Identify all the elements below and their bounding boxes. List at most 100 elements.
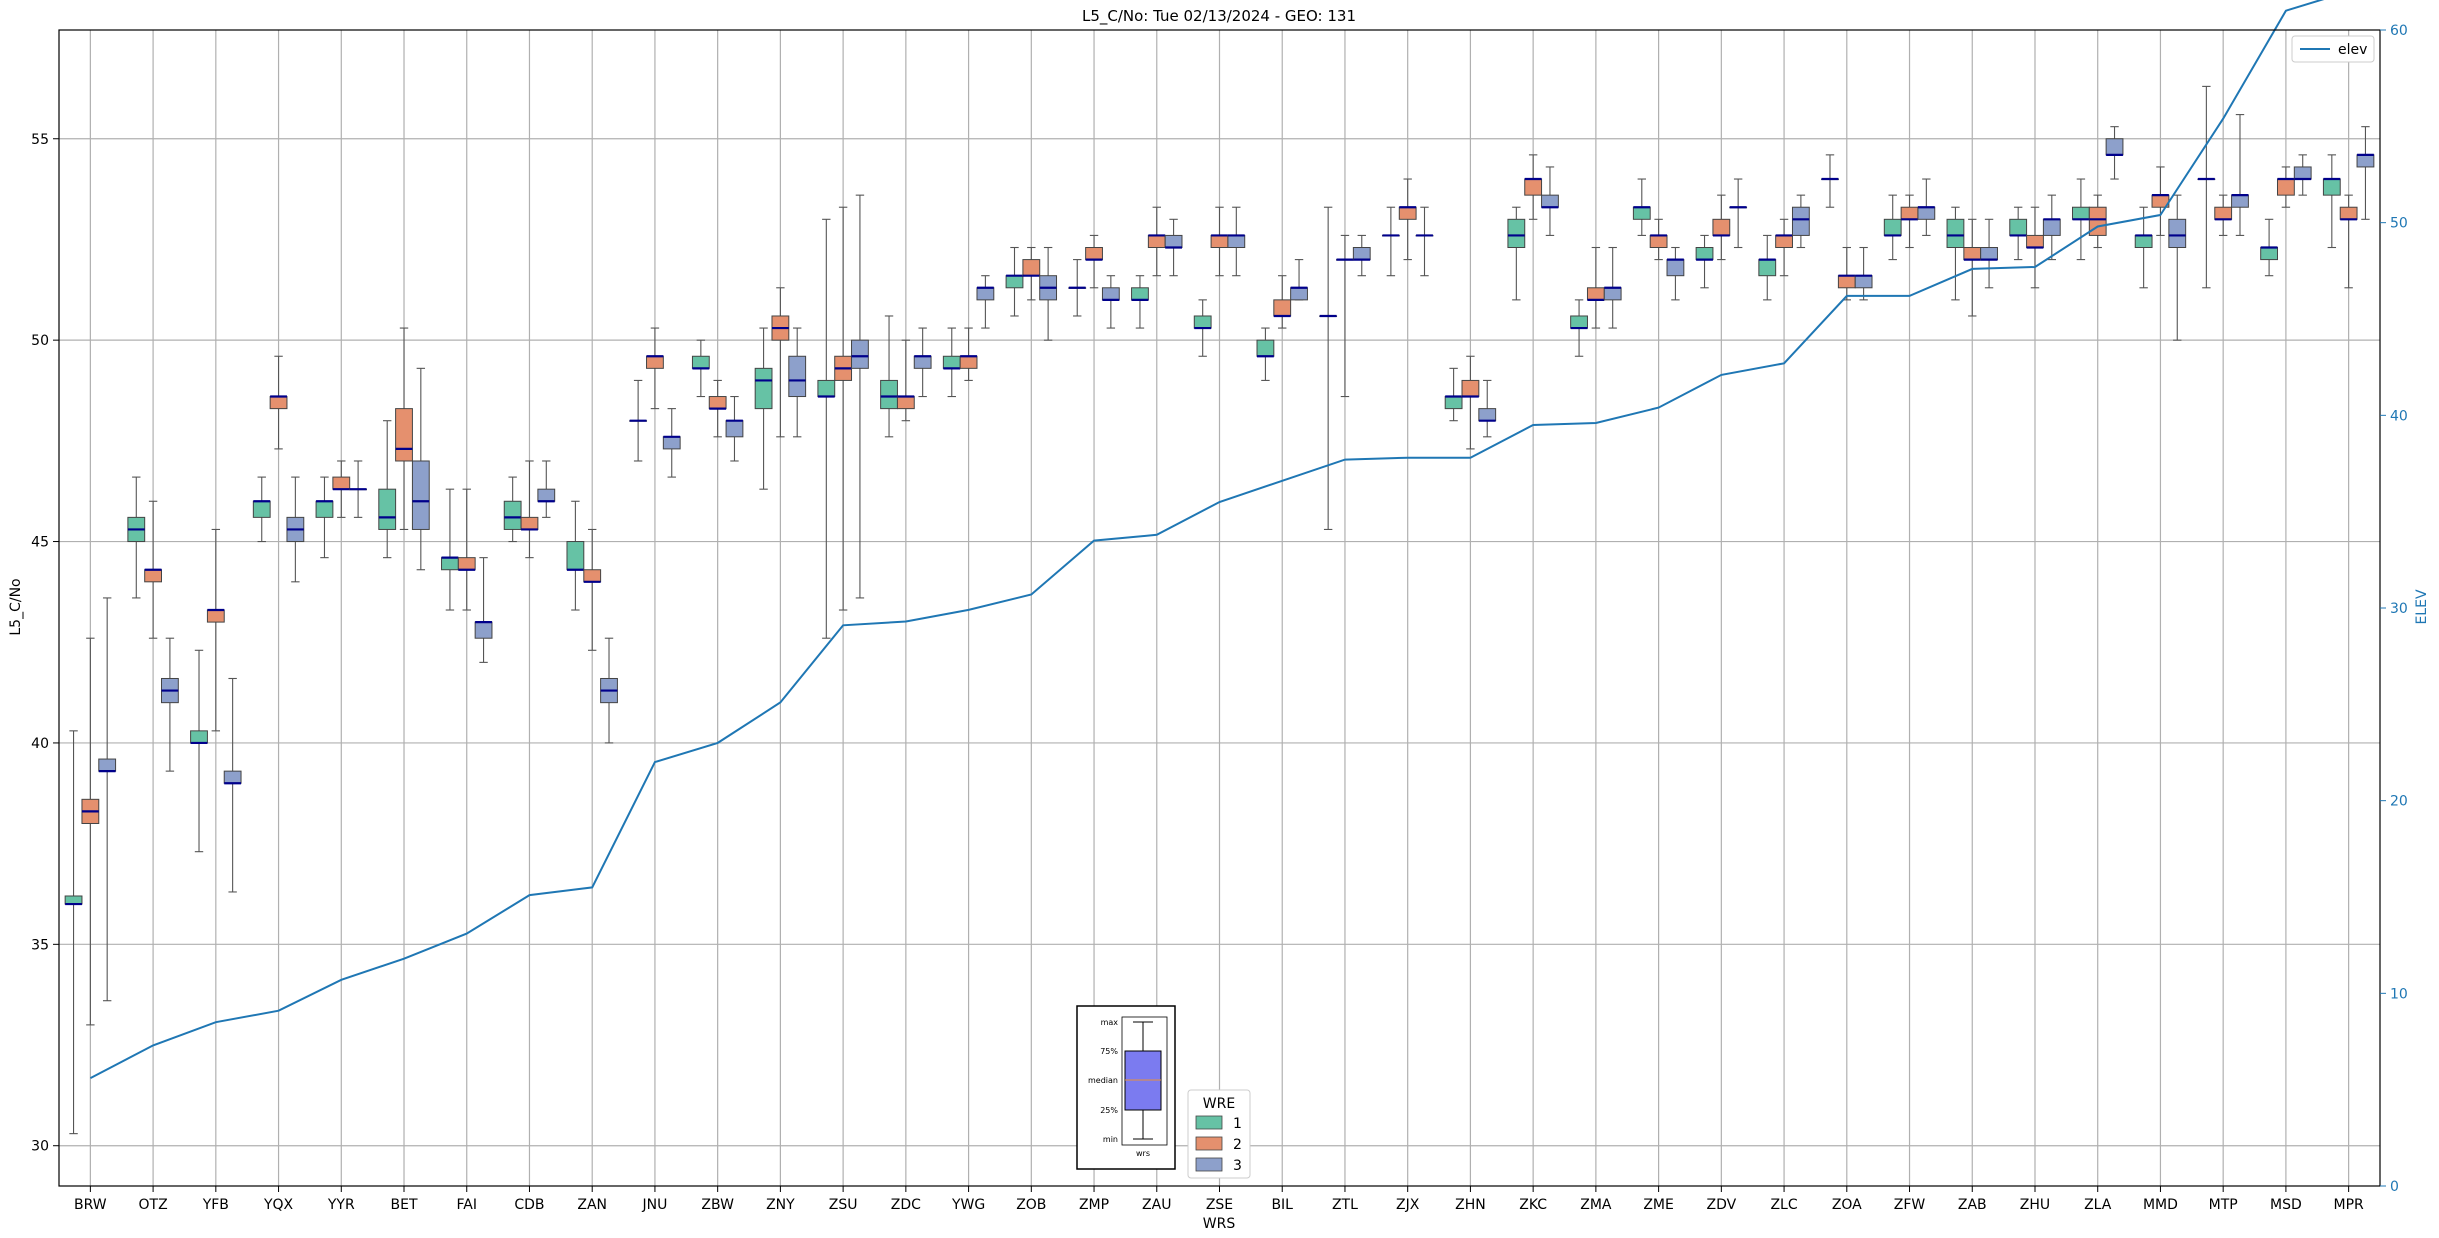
box-body bbox=[1352, 247, 1371, 261]
elev-legend-box bbox=[2291, 35, 2375, 63]
x-tick-label: ZDV bbox=[1706, 1197, 1736, 1213]
box-body bbox=[441, 557, 459, 571]
box-body bbox=[1775, 234, 1793, 249]
box-body bbox=[520, 516, 539, 530]
inset-axes bbox=[1121, 1016, 1168, 1146]
box-2-YWG bbox=[959, 327, 978, 381]
box-2-CDB bbox=[520, 460, 539, 559]
box-2-MSD bbox=[2276, 166, 2295, 208]
x-tick-label: JNU bbox=[642, 1197, 668, 1213]
box-body bbox=[788, 355, 807, 398]
y2-tick-label: 40 bbox=[2390, 408, 2408, 424]
box-body bbox=[1541, 194, 1559, 208]
box-body bbox=[1085, 247, 1103, 261]
y2-tick-label: 60 bbox=[2390, 23, 2408, 39]
box-body bbox=[1256, 339, 1275, 357]
box-body bbox=[646, 355, 664, 369]
wre-legend-swatch-1 bbox=[1195, 1115, 1223, 1130]
box-body bbox=[1478, 408, 1497, 422]
box-1-ZAU bbox=[1131, 275, 1149, 329]
box-3-MPR bbox=[2356, 126, 2375, 220]
box-2-OTZ bbox=[144, 500, 163, 639]
box-2-ZAN bbox=[583, 528, 602, 651]
box-body bbox=[1946, 218, 1965, 249]
box-body bbox=[2214, 206, 2233, 220]
box-1-ZTL bbox=[1319, 206, 1338, 531]
box-body bbox=[2339, 206, 2358, 220]
box-body bbox=[1290, 287, 1308, 301]
x-tick-label: ZMA bbox=[1580, 1197, 1612, 1213]
box-1-ZME bbox=[1632, 178, 1651, 236]
box-1-BET bbox=[378, 420, 397, 559]
box-body bbox=[1444, 396, 1463, 410]
box-3-ZMP bbox=[1101, 275, 1120, 329]
box-2-ZOA bbox=[1837, 246, 1856, 301]
box-2-ZDV bbox=[1712, 194, 1731, 261]
box-body bbox=[2009, 218, 2028, 236]
box-1-ZLA bbox=[2071, 178, 2090, 261]
box-1-YFB bbox=[190, 649, 208, 853]
box-body bbox=[913, 355, 932, 369]
wre-legend-swatch-2 bbox=[1195, 1136, 1223, 1151]
box-body bbox=[2071, 206, 2090, 220]
box-body bbox=[1524, 178, 1543, 196]
box-1-BRW bbox=[64, 730, 83, 1135]
box-body bbox=[583, 569, 602, 583]
box-body bbox=[976, 287, 995, 301]
box-body bbox=[537, 488, 556, 502]
box-body bbox=[378, 488, 397, 530]
box-2-YYR bbox=[332, 460, 351, 518]
x-tick-label: ZAN bbox=[577, 1197, 607, 1213]
y-tick-label: 50 bbox=[31, 333, 49, 349]
box-body bbox=[190, 730, 208, 744]
box-1-ZAN bbox=[566, 500, 585, 611]
x-tick-label: MMD bbox=[2143, 1197, 2178, 1213]
box-2-ZNY bbox=[771, 287, 790, 438]
box-body bbox=[2105, 138, 2124, 156]
box-3-ZHN bbox=[1478, 379, 1497, 438]
y-tick-label: 30 bbox=[31, 1139, 49, 1155]
chart-title: L5_C/No: Tue 02/13/2024 - GEO: 131 bbox=[1082, 7, 1356, 26]
box-body bbox=[64, 895, 83, 905]
box-body bbox=[754, 367, 773, 410]
inset-label: max bbox=[1101, 1018, 1119, 1027]
inset-label: 25% bbox=[1100, 1106, 1118, 1115]
box-1-JNU bbox=[629, 379, 648, 462]
wre-legend-label-3: 3 bbox=[1233, 1158, 1242, 1174]
box-2-BRW bbox=[81, 637, 100, 1026]
elev-line bbox=[89, 0, 2325, 1079]
box-1-CDB bbox=[503, 476, 522, 543]
box-body bbox=[411, 460, 430, 530]
box-body bbox=[1131, 287, 1149, 301]
box-2-ZBW bbox=[708, 379, 727, 438]
y-tick-label: 40 bbox=[31, 736, 49, 752]
box-3-JNU bbox=[662, 408, 681, 478]
box-1-ZDV bbox=[1695, 234, 1714, 289]
box-body bbox=[1193, 315, 1212, 329]
box-2-ZLA bbox=[2088, 194, 2107, 249]
box-body bbox=[2356, 154, 2375, 168]
box-1-ZOA bbox=[1821, 154, 1839, 208]
box-1-YWG bbox=[942, 327, 961, 398]
box-3-MMD bbox=[2168, 194, 2187, 341]
box-3-ZME bbox=[1666, 246, 1685, 301]
y2-tick-label: 30 bbox=[2390, 601, 2408, 617]
box-2-ZHU bbox=[2026, 206, 2044, 289]
box-3-ZOB bbox=[1039, 246, 1058, 341]
x-tick-label: ZDC bbox=[891, 1197, 921, 1213]
box-2-ZJX bbox=[1398, 178, 1417, 261]
box-3-MTP bbox=[2231, 114, 2249, 236]
box-3-YYR bbox=[349, 460, 368, 518]
box-2-ZOB bbox=[1022, 246, 1041, 301]
box-1-ZDC bbox=[880, 315, 898, 438]
wre-legend: WRE 1 2 3 bbox=[1187, 1089, 1251, 1179]
box-body bbox=[1101, 287, 1120, 301]
box-body bbox=[1854, 275, 1873, 289]
box-2-ZFW bbox=[1900, 194, 1919, 249]
box-body bbox=[1883, 218, 1902, 236]
y2-tick-label: 20 bbox=[2390, 794, 2408, 810]
box-1-YQX bbox=[252, 476, 271, 543]
box-2-ZME bbox=[1649, 218, 1668, 261]
box-2-ZKC bbox=[1524, 154, 1543, 220]
box-3-CDB bbox=[537, 460, 556, 518]
